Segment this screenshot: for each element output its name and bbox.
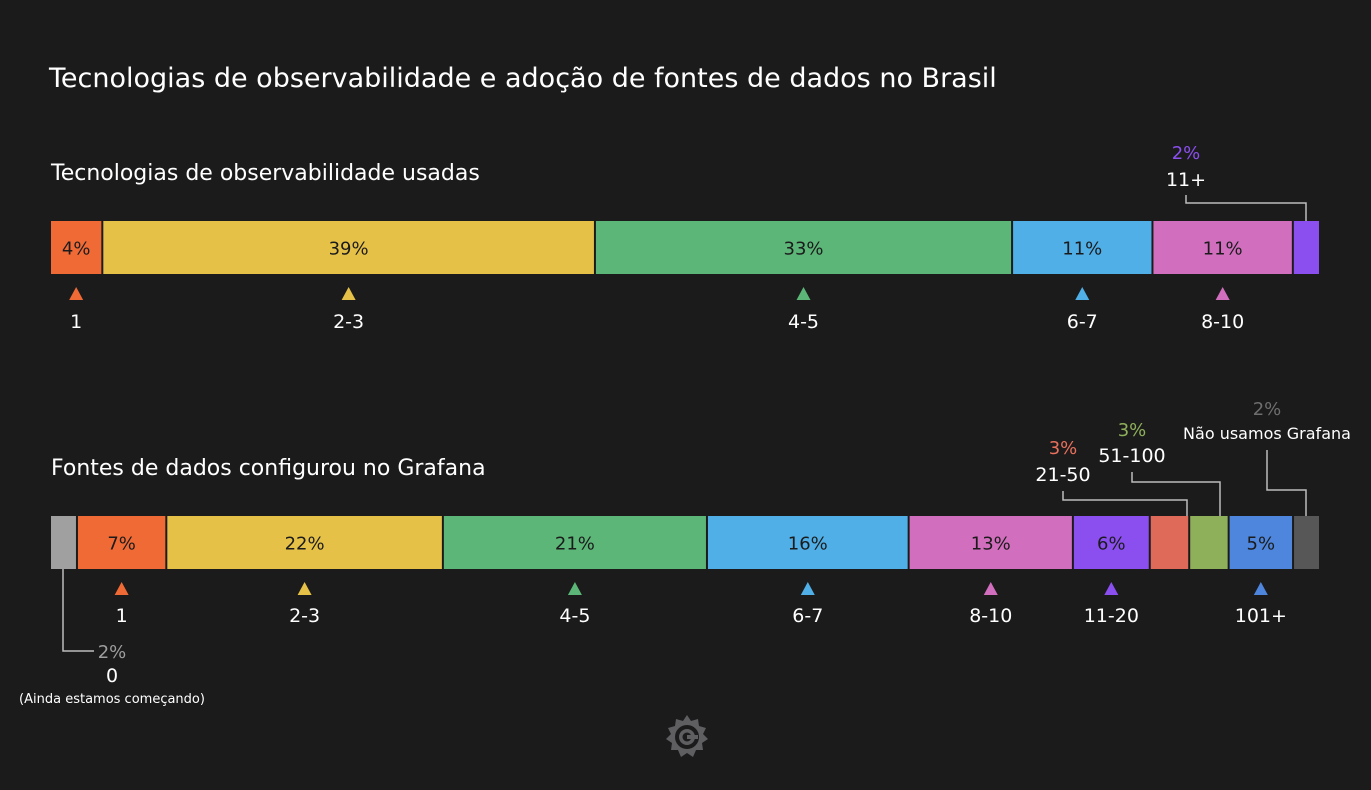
marker-1 (114, 582, 129, 595)
callout-line-11+ (1185, 195, 1307, 221)
value-label-6-7: 16% (788, 534, 828, 555)
category-label-2-3: 2-3 (333, 311, 364, 333)
callout-line-21-50 (1062, 491, 1188, 516)
callout-category-0: 0 (106, 665, 118, 687)
bar-segment-8-10 (909, 516, 1072, 569)
marker-6-7 (1075, 287, 1090, 300)
callout-category-51-100: 51-100 (1098, 445, 1165, 467)
bar-segment-11-20 (1073, 516, 1149, 569)
bar-segment-1 (77, 516, 166, 569)
category-label-11-20: 11-20 (1084, 605, 1139, 627)
bar-segment-2-3 (167, 516, 442, 569)
value-label-4-5: 21% (555, 534, 595, 555)
bar-segment-51-100 (1190, 516, 1228, 569)
bar-segment-21-50 (1150, 516, 1189, 569)
bar-segment-0 (51, 516, 76, 569)
callout-value-11+: 2% (1172, 143, 1201, 164)
marker-4-5 (796, 287, 811, 300)
marker-6-7 (800, 582, 815, 595)
bar-segment-11+ (1293, 221, 1319, 274)
callout-category-11+: 11+ (1166, 169, 1206, 191)
value-label-8-10: 11% (1203, 239, 1243, 260)
chart-technologies: 4% 1 39% 2-3 33% 4-5 11% 6-7 11% 8-10 2% 11+ (51, 143, 1319, 333)
callout-value-21-50: 3% (1049, 438, 1078, 459)
chart-data-sources: 2%0(Ainda estamos começando)7%122%2-321%… (19, 399, 1351, 707)
bar-segment-1 (51, 221, 102, 274)
category-label-101+: 101+ (1235, 605, 1287, 627)
bar-segment-Não usamos Grafana (1294, 516, 1319, 569)
category-label-6-7: 6-7 (792, 605, 823, 627)
value-label-2-3: 39% (329, 239, 369, 260)
value-label-8-10: 13% (971, 534, 1011, 555)
value-label-6-7: 11% (1062, 239, 1102, 260)
category-label-8-10: 8-10 (969, 605, 1012, 627)
value-label-101+: 5% (1247, 534, 1276, 555)
marker-2-3 (341, 287, 356, 300)
chart-title-technologies: Tecnologias de observabilidade usadas (51, 161, 480, 186)
callout-line-51-100 (1131, 472, 1221, 516)
bar-segment-8-10 (1153, 221, 1292, 274)
category-label-6-7: 6-7 (1067, 311, 1098, 333)
marker-1 (69, 287, 84, 300)
category-label-8-10: 8-10 (1201, 311, 1244, 333)
marker-8-10 (1215, 287, 1230, 300)
marker-11-20 (1104, 582, 1119, 595)
marker-101+ (1253, 582, 1268, 595)
bar-segment-2-3 (103, 221, 594, 274)
value-label-2-3: 22% (285, 534, 325, 555)
marker-2-3 (297, 582, 312, 595)
callout-category-Não usamos Grafana: Não usamos Grafana (1183, 424, 1351, 443)
category-label-2-3: 2-3 (289, 605, 320, 627)
callout-line-Não usamos Grafana (1266, 450, 1307, 516)
category-label-4-5: 4-5 (788, 311, 819, 333)
callout-value-51-100: 3% (1118, 420, 1147, 441)
value-label-1: 7% (107, 534, 136, 555)
bar-segment-6-7 (707, 516, 908, 569)
chart-title-data-sources: Fontes de dados configurou no Grafana (51, 456, 486, 481)
category-label-1: 1 (70, 311, 82, 333)
callout-note: (Ainda estamos começando) (19, 692, 205, 707)
main-title: Tecnologias de observabilidade e adoção … (49, 63, 997, 94)
value-label-4-5: 33% (784, 239, 824, 260)
bar-segment-4-5 (443, 516, 706, 569)
bar-segment-6-7 (1013, 221, 1152, 274)
callout-value-0: 2% (98, 642, 127, 663)
category-label-1: 1 (116, 605, 128, 627)
callout-line-0 (62, 569, 94, 652)
marker-4-5 (567, 582, 582, 595)
callout-value-Não usamos Grafana: 2% (1253, 399, 1282, 420)
value-label-1: 4% (62, 239, 91, 260)
bar-segment-101+ (1229, 516, 1293, 569)
marker-8-10 (983, 582, 998, 595)
category-label-4-5: 4-5 (559, 605, 590, 627)
bar-segment-4-5 (595, 221, 1012, 274)
callout-category-21-50: 21-50 (1035, 464, 1090, 486)
grafana-logo-icon (666, 715, 708, 757)
value-label-11-20: 6% (1097, 534, 1126, 555)
